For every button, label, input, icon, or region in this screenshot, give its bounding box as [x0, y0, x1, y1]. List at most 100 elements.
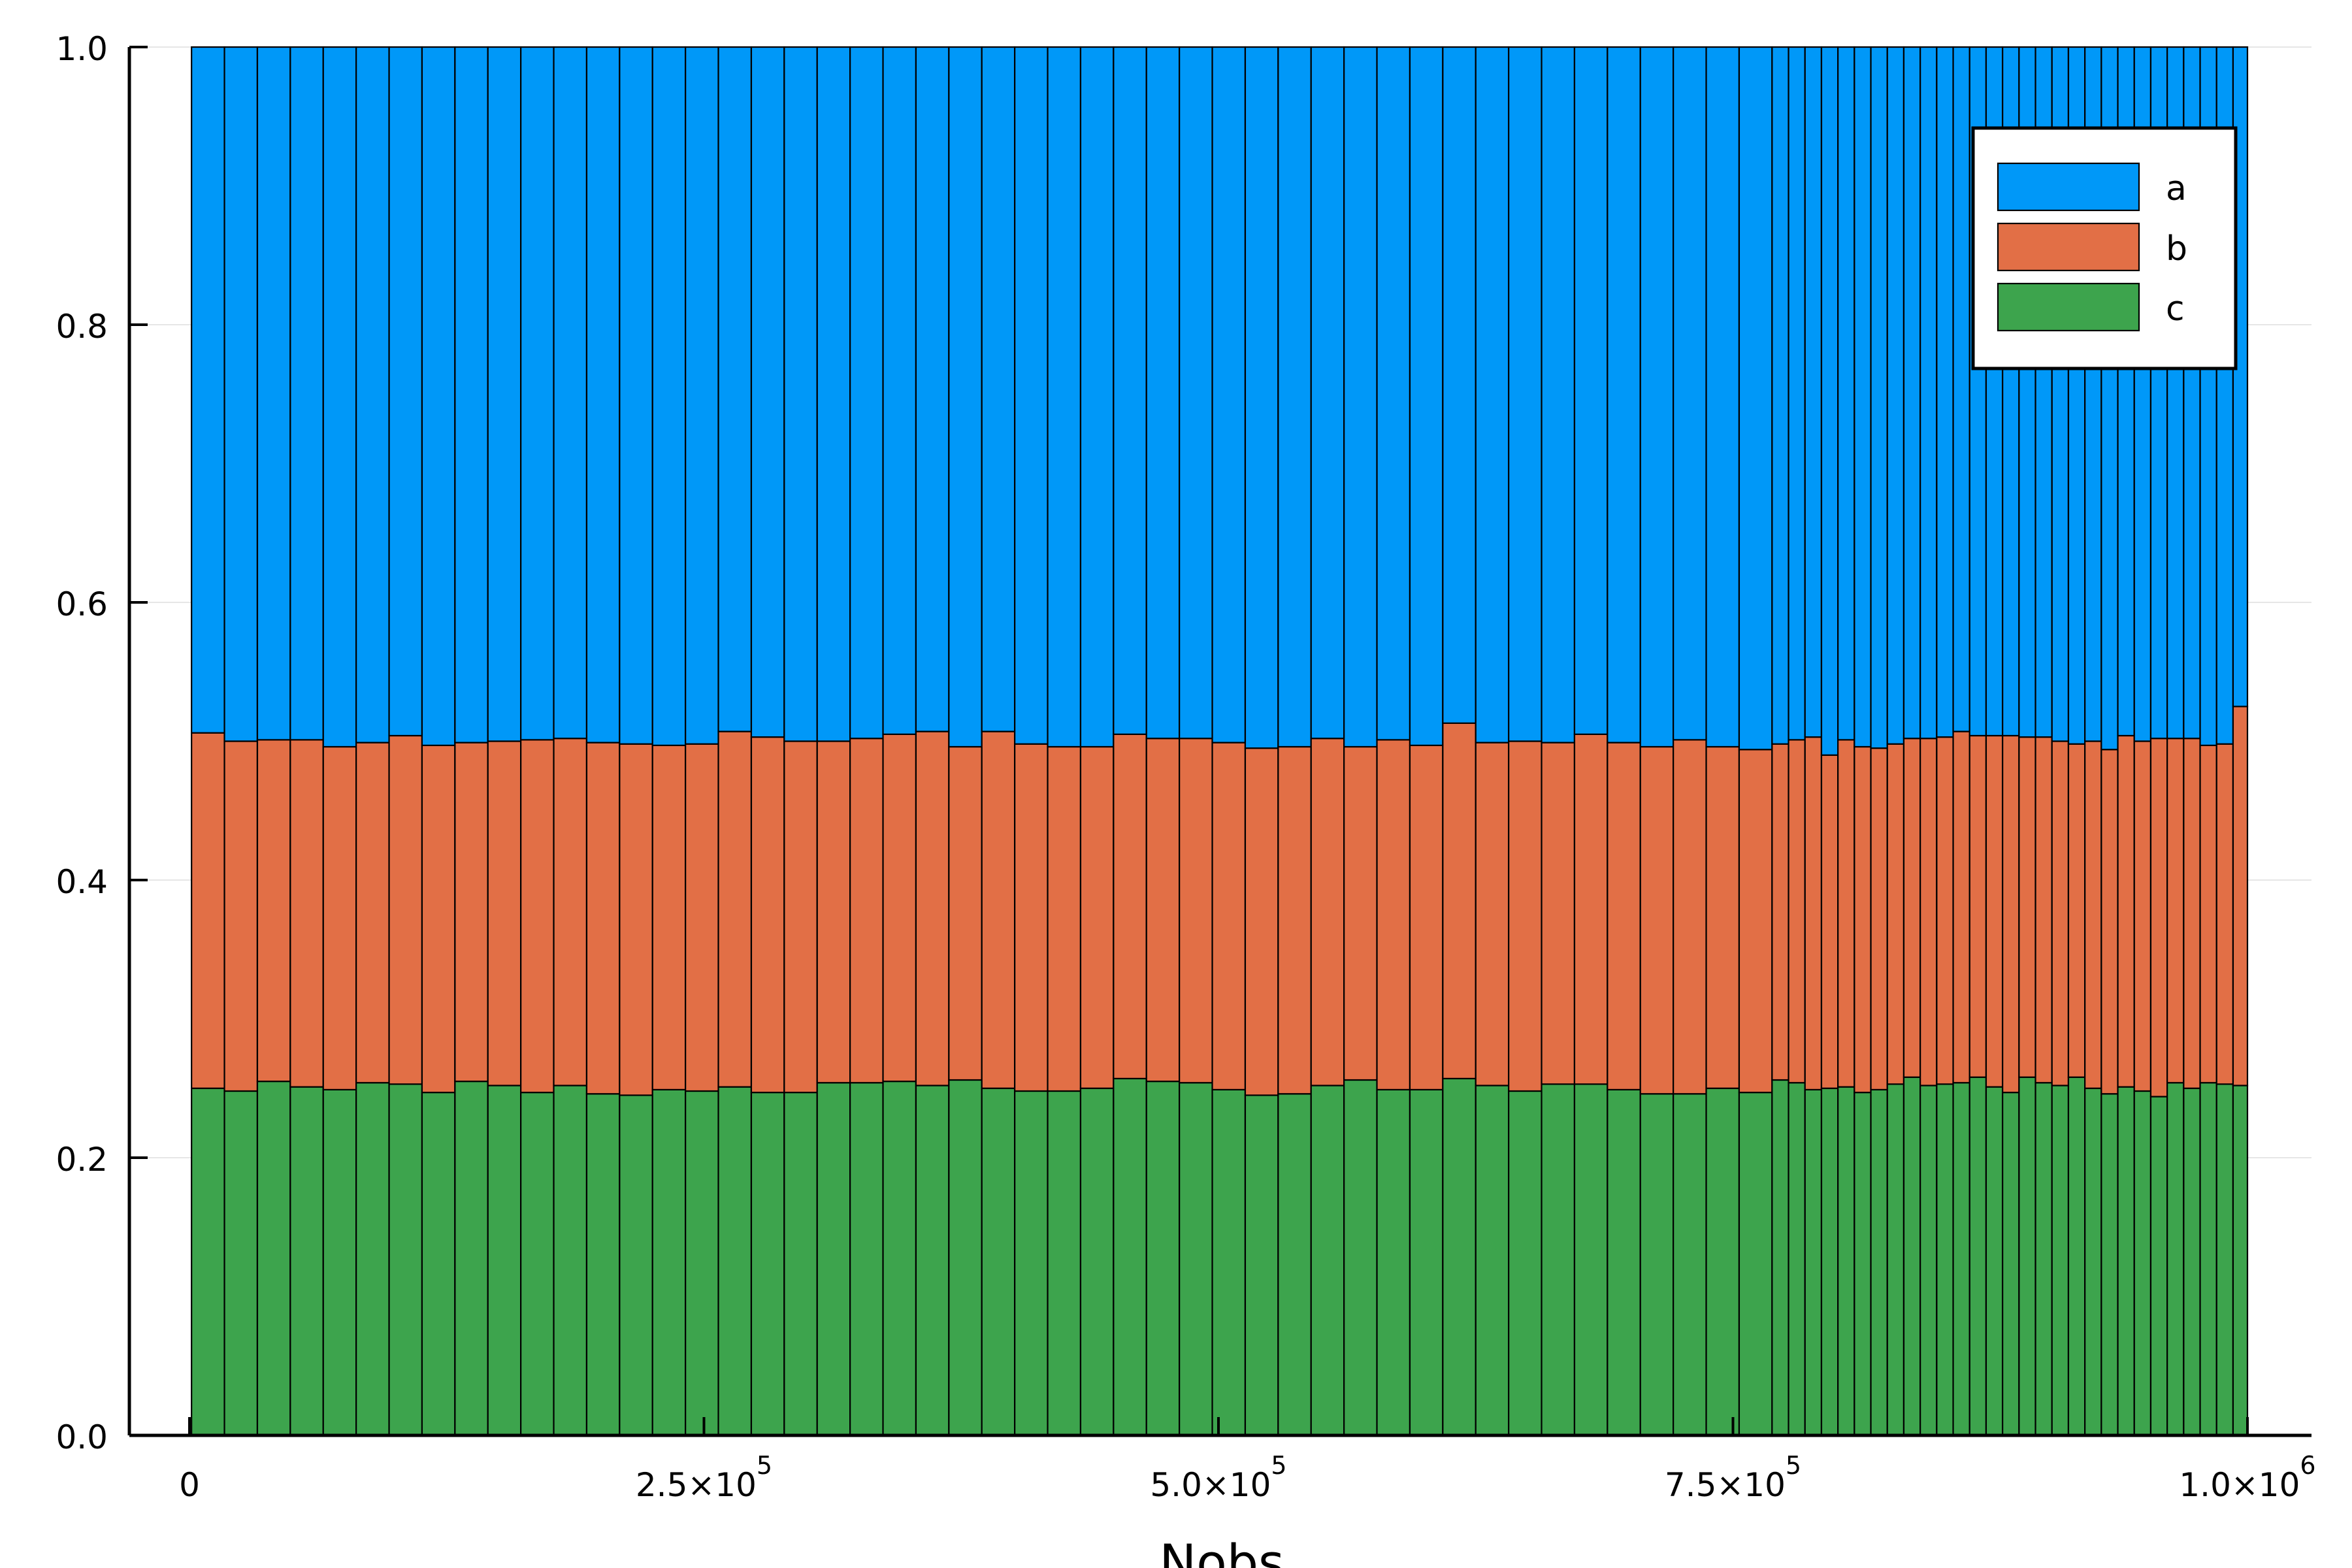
bar-a [421, 46, 456, 746]
bar-b [1903, 738, 1921, 1078]
bar-a [1376, 46, 1411, 741]
bar-c [2166, 1082, 2185, 1437]
bar-a [849, 46, 884, 740]
bar-c [2215, 1083, 2234, 1437]
bar-c [553, 1085, 588, 1437]
y-tick-label: 0.2 [56, 1141, 108, 1179]
bar-c [1968, 1076, 1987, 1437]
bar-c [1952, 1082, 1970, 1437]
bar-a [1475, 46, 1510, 743]
bar-b [1376, 739, 1411, 1090]
bar-b [1936, 736, 1954, 1085]
bar-a [1639, 46, 1674, 748]
legend-label-b: b [2166, 229, 2187, 269]
bar-c [750, 1092, 785, 1437]
bar-a [322, 46, 357, 748]
legend-label-c: c [2166, 289, 2185, 329]
bar-c [849, 1082, 884, 1437]
bar-a [487, 46, 522, 742]
bar-c [2100, 1093, 2119, 1437]
bar-b [2199, 744, 2217, 1084]
legend-label-a: a [2166, 169, 2187, 208]
bar-c [1870, 1088, 1888, 1437]
bar-b [1047, 745, 1082, 1092]
bar-c [388, 1083, 423, 1437]
bar-c [1837, 1086, 1855, 1437]
bar-b [2117, 734, 2135, 1088]
bar-b [1277, 745, 1312, 1095]
bar-b [1673, 739, 1707, 1095]
bar-b [1145, 738, 1181, 1083]
bar-a [256, 46, 291, 741]
bar-b [1919, 738, 1938, 1086]
bar-b [1409, 744, 1444, 1090]
x-tick-label: 7.5×105 [1665, 1451, 1801, 1504]
bar-b [1738, 749, 1773, 1094]
bar-b [289, 739, 324, 1088]
bar-a [1145, 46, 1181, 740]
bar-c [1211, 1088, 1247, 1437]
bar-a [191, 46, 225, 734]
bar-a [1788, 46, 1806, 741]
bar-a [1673, 46, 1707, 741]
x-tick-label: 0 [179, 1466, 200, 1504]
bar-b [2067, 743, 2086, 1078]
x-tick-exponent: 6 [2300, 1451, 2315, 1480]
bar-a [1343, 46, 1378, 748]
bar-c [2067, 1076, 2086, 1437]
bar-b [717, 730, 753, 1088]
bar-b [816, 740, 851, 1084]
bar-c [1771, 1079, 1789, 1437]
axes [127, 47, 2311, 1437]
bar-a [981, 46, 1016, 732]
bar-c [651, 1088, 687, 1437]
bar-b [1771, 743, 1789, 1081]
bar-b [1179, 738, 1213, 1084]
bar-a [816, 46, 851, 742]
bar-b [1211, 742, 1247, 1090]
bar-b [882, 733, 917, 1083]
bar-c [487, 1085, 522, 1437]
bar-stacks [191, 46, 2249, 1437]
bar-c [1376, 1088, 1411, 1437]
bar-b [2215, 743, 2234, 1085]
bar-b [2018, 736, 2036, 1078]
y-tick-label: 0.8 [56, 308, 108, 346]
bar-c [717, 1086, 753, 1437]
bar-a [1738, 46, 1773, 751]
bar-a [783, 46, 818, 742]
bar-b [1310, 738, 1345, 1086]
bar-a [585, 46, 621, 743]
bar-b [2002, 734, 2020, 1094]
bar-b [2100, 749, 2119, 1095]
bar-c [1607, 1088, 1641, 1437]
y-tick-label: 0.6 [56, 585, 108, 623]
bar-c [289, 1086, 324, 1437]
bar-c [223, 1090, 259, 1437]
bar-c [816, 1082, 851, 1437]
bar-b [2183, 738, 2201, 1089]
bar-a [1837, 46, 1855, 741]
bar-b [1870, 747, 1888, 1090]
bar-c [1079, 1087, 1115, 1437]
bar-c [1277, 1093, 1312, 1437]
x-tick-label: 1.0×106 [2179, 1451, 2315, 1504]
bar-c [454, 1081, 489, 1437]
bar-c [1573, 1083, 1609, 1437]
bar-b [1820, 754, 1839, 1089]
legend-swatch-a [1997, 162, 2140, 212]
bar-c [191, 1087, 225, 1437]
bar-a [355, 46, 390, 743]
bar-b [191, 732, 225, 1089]
bar-b [1014, 743, 1049, 1092]
bar-b [948, 745, 983, 1081]
bar-b [1508, 740, 1543, 1092]
bar-c [2149, 1096, 2168, 1437]
bar-c [1936, 1083, 1954, 1437]
bar-c [1475, 1085, 1510, 1437]
bar-b [2051, 740, 2070, 1086]
bar-c [2117, 1086, 2135, 1437]
bar-a [223, 46, 259, 742]
bar-c [2183, 1087, 2201, 1437]
bar-c [619, 1094, 653, 1437]
